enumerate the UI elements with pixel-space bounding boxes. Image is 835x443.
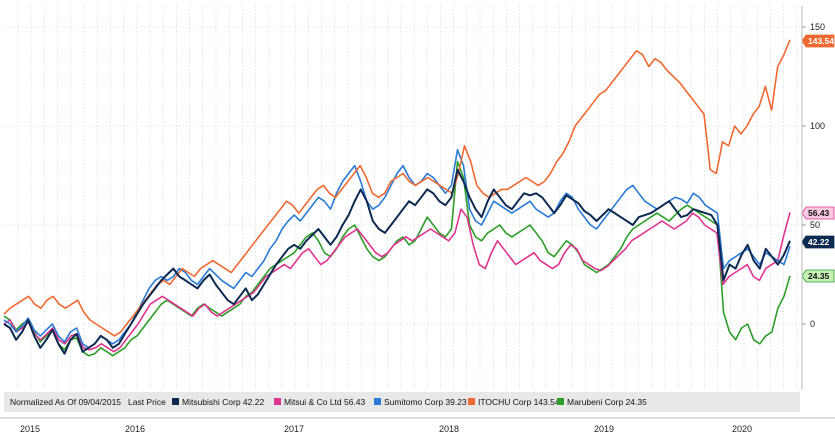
last-price-badge-marubeni: 24.35 xyxy=(801,269,835,283)
legend-last-price-label: Last Price xyxy=(128,397,166,407)
legend-item-sumitomo: Sumitomo Corp 39.23 xyxy=(384,397,467,407)
x-tick-label: 2020 xyxy=(732,424,752,434)
legend-item-marubeni: Marubeni Corp 24.35 xyxy=(567,397,647,407)
series-line-itochu xyxy=(3,39,791,337)
x-tick-label: 2019 xyxy=(594,424,614,434)
series-line-marubeni xyxy=(3,160,791,357)
badge-shape xyxy=(801,235,835,249)
badge-label: 24.35 xyxy=(808,271,830,281)
badge-shape xyxy=(801,269,835,283)
legend-item-mitsubishi: Mitsubishi Corp 42.22 xyxy=(182,397,264,407)
x-axis: 2015 2016 2017 2018 2019 2020 xyxy=(0,417,835,434)
legend-item-itochu: ITOCHU Corp 143.54 xyxy=(478,397,560,407)
legend-swatch-sumitomo xyxy=(374,398,381,405)
series-line-mitsubishi xyxy=(3,168,791,355)
badge-label: 143.54 xyxy=(808,36,834,46)
legend-swatch-marubeni xyxy=(557,398,564,405)
series-line-mitsui xyxy=(3,208,791,353)
y-tick-label: 150 xyxy=(810,22,825,32)
y-axis: 150 100 50 0 xyxy=(801,6,825,390)
series-line-sumitomo xyxy=(3,149,791,349)
badge-shape xyxy=(801,206,835,220)
badge-label: 42.22 xyxy=(808,237,830,247)
x-tick-label: 2018 xyxy=(439,424,459,434)
series-lines xyxy=(3,39,791,357)
legend-swatch-mitsui xyxy=(274,398,281,405)
legend-item-mitsui: Mitsui & Co Ltd 56.43 xyxy=(284,397,366,407)
badge-label: 56.43 xyxy=(808,208,830,218)
x-tick-label: 2016 xyxy=(125,424,145,434)
y-tick-label: 100 xyxy=(810,121,825,131)
y-tick-label: 50 xyxy=(810,220,820,230)
y-tick-label: 0 xyxy=(810,319,815,329)
last-price-badge-mitsubishi: 42.22 xyxy=(801,235,835,249)
grid xyxy=(4,6,800,390)
legend-normalized-label: Normalized As Of 09/04/2015 xyxy=(10,397,121,407)
badge-shape xyxy=(801,34,835,48)
legend-swatch-itochu xyxy=(468,398,475,405)
last-price-badges: 143.54 56.43 42.22 24.35 xyxy=(801,34,835,283)
legend-swatch-mitsubishi xyxy=(172,398,179,405)
x-tick-label: 2015 xyxy=(20,424,40,434)
legend-background xyxy=(4,392,800,412)
last-price-badge-mitsui: 56.43 xyxy=(801,206,835,220)
last-price-badge-itochu: 143.54 xyxy=(801,34,835,48)
x-tick-label: 2017 xyxy=(284,424,304,434)
legend: Normalized As Of 09/04/2015 Last Price M… xyxy=(4,392,800,412)
